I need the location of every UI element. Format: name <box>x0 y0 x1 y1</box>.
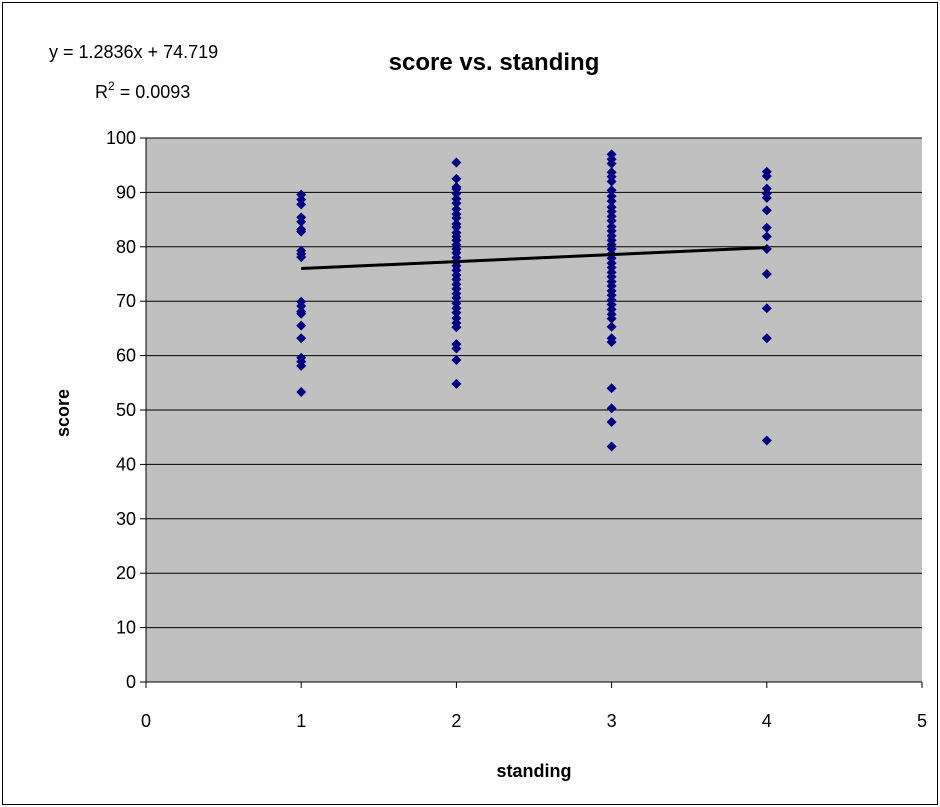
data-point <box>606 313 617 324</box>
y-tick-label: 70 <box>116 291 136 311</box>
data-point <box>451 354 462 365</box>
r-squared-value: = 0.0093 <box>115 82 191 102</box>
gridlines <box>146 137 922 629</box>
axes <box>140 137 923 688</box>
x-tick-label: 5 <box>917 711 927 731</box>
data-point <box>451 292 462 303</box>
data-point <box>606 441 617 452</box>
data-point <box>606 383 617 394</box>
data-point <box>451 173 462 184</box>
data-point <box>296 226 307 237</box>
scatter-chart: 0 10 20 30 40 50 60 70 80 90 100 0 1 2 3 4 5 score vs. s… <box>49 42 927 781</box>
data-point <box>451 157 462 168</box>
data-point <box>606 185 617 196</box>
y-tick-label: 10 <box>116 618 136 638</box>
data-point <box>761 231 772 242</box>
tick-labels: 0 10 20 30 40 50 60 70 80 90 100 0 1 2 3 4 5 <box>106 128 927 731</box>
y-tick-label: 20 <box>116 563 136 583</box>
data-point <box>296 333 307 344</box>
data-point <box>451 343 462 354</box>
y-tick-label: 90 <box>116 182 136 202</box>
data-point <box>761 303 772 314</box>
x-tick-label: 4 <box>762 711 772 731</box>
data-point <box>296 360 307 371</box>
data-point <box>296 320 307 331</box>
data-point <box>296 301 307 312</box>
data-point <box>606 321 617 332</box>
x-axis-title: standing <box>497 761 572 781</box>
chart-title: score vs. standing <box>389 49 600 76</box>
data-point <box>606 416 617 427</box>
x-tick-label: 0 <box>141 711 151 731</box>
r-squared-superscript: 2 <box>108 79 115 93</box>
data-point <box>761 205 772 216</box>
y-tick-label: 80 <box>116 237 136 257</box>
data-points <box>296 149 772 452</box>
y-tick-label: 40 <box>116 454 136 474</box>
x-tick-label: 3 <box>607 711 617 731</box>
data-point <box>451 222 462 233</box>
data-point <box>451 307 462 318</box>
data-point <box>761 192 772 203</box>
x-tick-label: 2 <box>451 711 461 731</box>
data-point <box>606 176 617 187</box>
data-point <box>451 212 462 223</box>
y-tick-label: 100 <box>106 128 136 148</box>
y-axis-title: score <box>53 389 73 437</box>
data-point <box>606 337 617 347</box>
x-tick-label: 1 <box>296 711 306 731</box>
data-point <box>451 322 462 333</box>
data-point <box>606 158 617 169</box>
y-tick-label: 30 <box>116 509 136 529</box>
data-point <box>296 216 307 227</box>
r-squared-label: R2 = 0.0093 <box>95 79 190 102</box>
data-point <box>296 252 307 263</box>
data-point <box>451 188 462 199</box>
data-point <box>761 269 772 279</box>
trendline-group <box>301 246 767 271</box>
data-point <box>761 171 772 182</box>
data-point <box>761 435 772 446</box>
y-tick-label: 0 <box>126 672 136 692</box>
data-point <box>451 378 462 389</box>
data-point <box>606 215 617 226</box>
data-point <box>296 387 307 398</box>
data-point <box>761 222 772 233</box>
trendline <box>301 246 767 271</box>
y-tick-label: 50 <box>116 400 136 420</box>
data-point <box>606 196 617 207</box>
trendline-equation: y = 1.2836x + 74.719 <box>49 42 218 62</box>
data-point <box>296 199 307 210</box>
data-point <box>451 198 462 209</box>
data-point <box>606 403 617 414</box>
data-point <box>761 333 772 344</box>
data-point <box>296 308 307 319</box>
r-squared-prefix: R <box>95 82 108 102</box>
y-tick-label: 60 <box>116 346 136 366</box>
